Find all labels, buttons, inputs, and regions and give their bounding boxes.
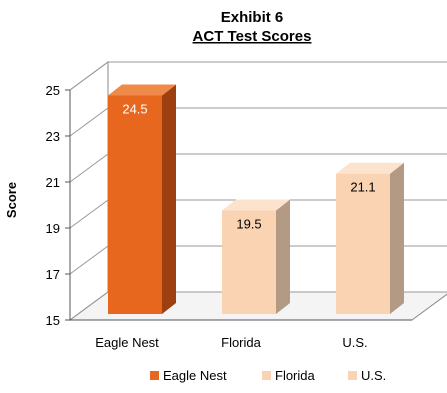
data-label: 21.1 (350, 180, 375, 195)
y-tick-label: 15 (46, 313, 60, 328)
bar-side (162, 84, 176, 314)
y-tick-label: 25 (46, 83, 60, 98)
legend-swatch (348, 371, 357, 380)
x-tick-label: U.S. (342, 335, 367, 350)
bar-top (336, 162, 404, 174)
bar (222, 210, 276, 314)
legend-label: Eagle Nest (163, 368, 227, 383)
y-axis-label: Score (4, 182, 19, 218)
bar-side (390, 162, 404, 314)
legend-swatch (262, 371, 271, 380)
y-tick-label: 19 (46, 221, 60, 236)
bar (336, 173, 390, 314)
x-tick-label: Eagle Nest (95, 335, 159, 350)
bar-top (108, 84, 176, 96)
chart-subtitle: ACT Test Scores (193, 28, 312, 45)
side-wall (69, 61, 109, 321)
gridline (69, 61, 447, 91)
data-label: 24.5 (122, 102, 147, 117)
bar-top (222, 199, 290, 211)
plot-area: 15 17 19 21 23 25 24.5 Eagle Nest 19.5 Florida 21.… (46, 61, 447, 350)
bar-side (276, 199, 290, 314)
legend-label: Florida (275, 368, 316, 383)
chart-title: Exhibit 6 (221, 9, 284, 26)
x-tick-label: Florida (221, 335, 262, 350)
y-tick-label: 21 (46, 175, 60, 190)
y-tick-label: 23 (46, 129, 60, 144)
bar (108, 95, 162, 314)
legend: Eagle Nest Florida U.S. (150, 368, 386, 383)
y-tick-label: 17 (46, 267, 60, 282)
legend-swatch (150, 371, 159, 380)
legend-label: U.S. (361, 368, 386, 383)
data-label: 19.5 (236, 217, 261, 232)
